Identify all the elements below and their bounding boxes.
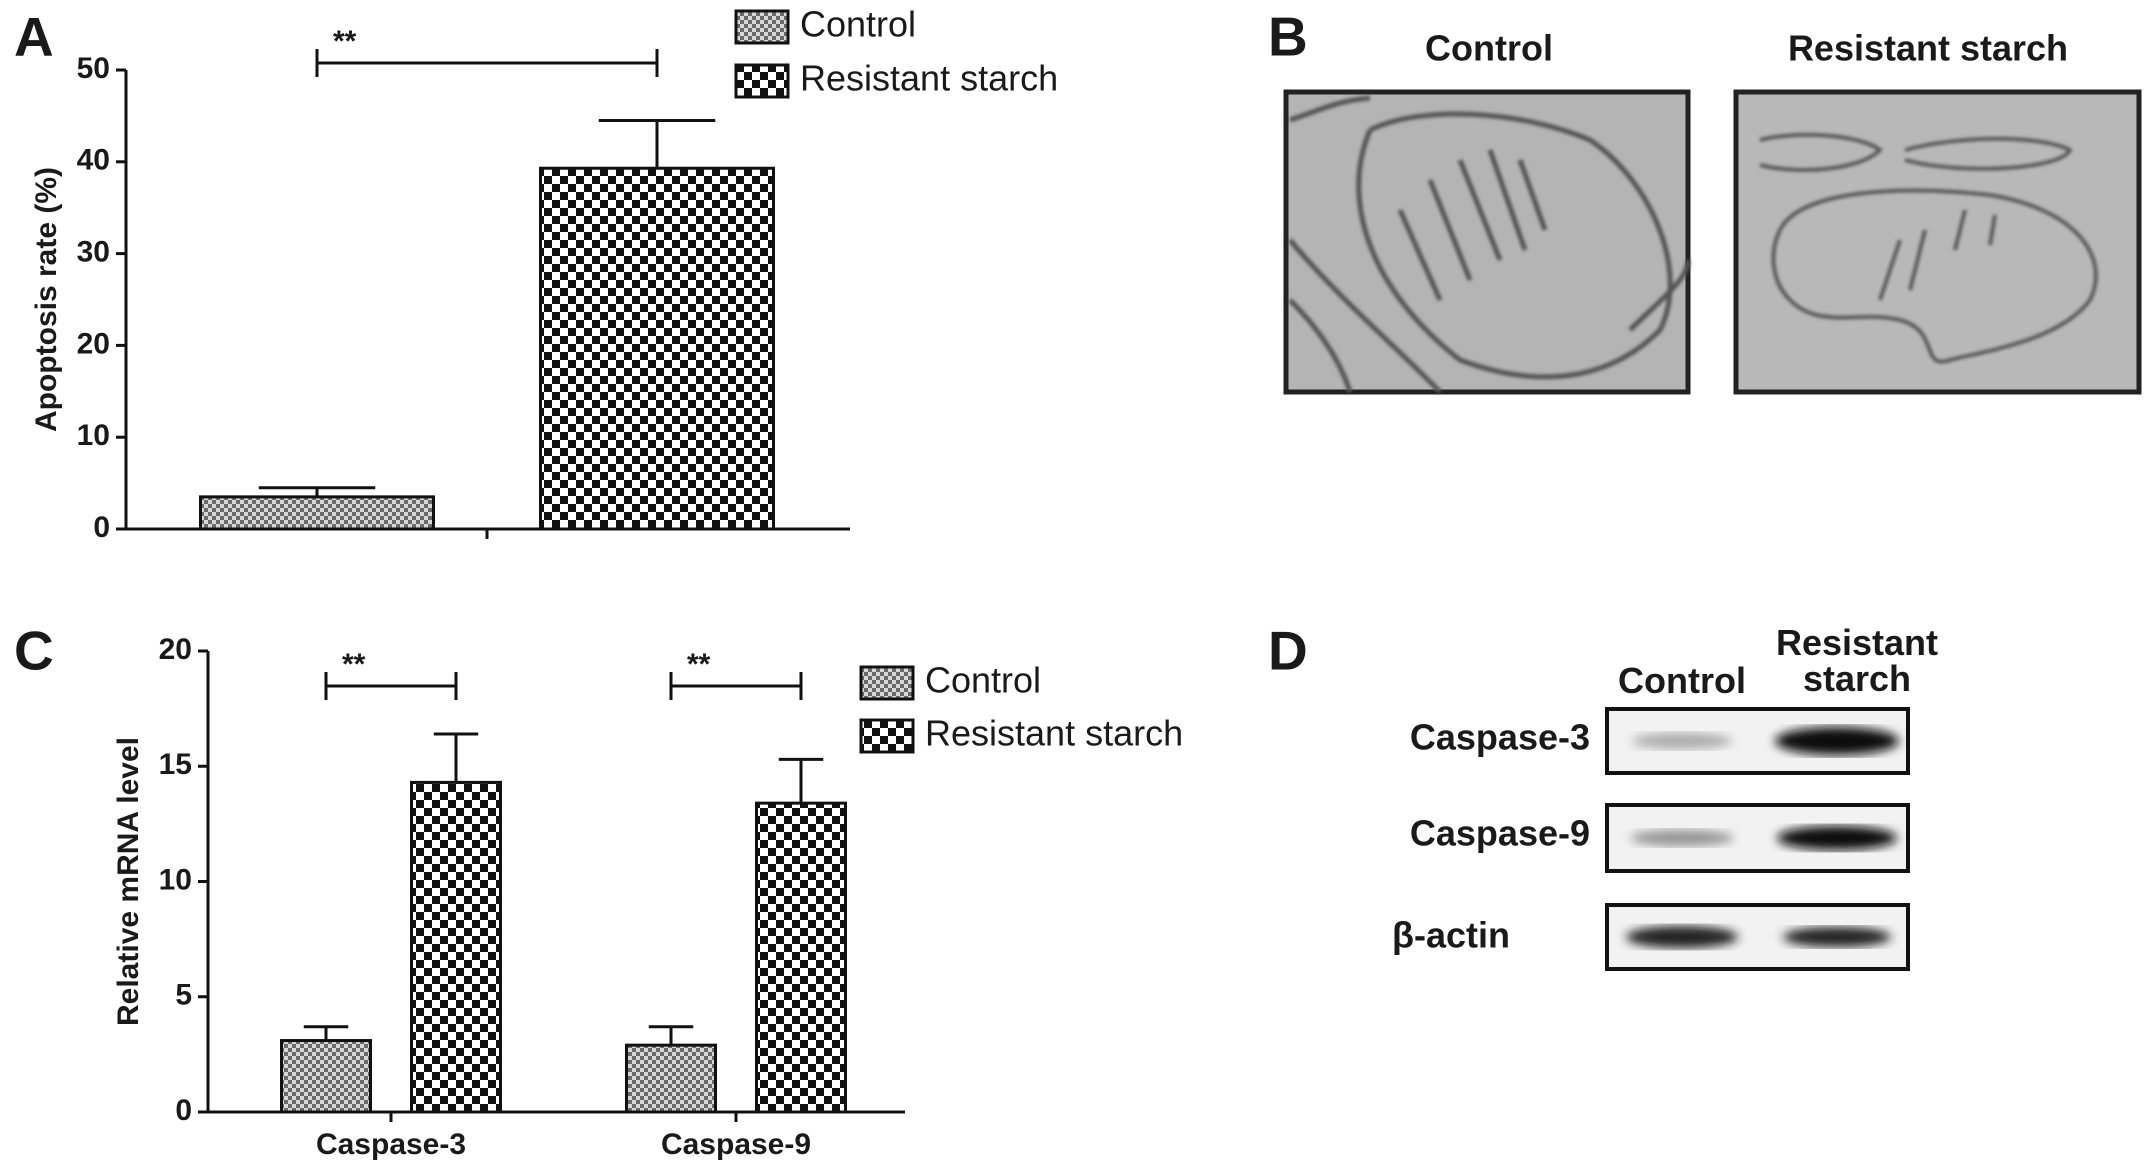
significance-label: ** xyxy=(342,648,366,681)
panel-label: A xyxy=(14,6,54,68)
bar xyxy=(755,801,847,1114)
tem-image xyxy=(1283,89,1691,395)
legend-label: Resistant starch xyxy=(800,58,1058,99)
panel-label: B xyxy=(1268,6,1308,68)
y-tick-label: 10 xyxy=(77,419,110,452)
legend-swatch xyxy=(734,63,790,99)
tem-image xyxy=(1733,89,2142,395)
bar xyxy=(625,1043,717,1114)
lane-label: Control xyxy=(1618,660,1746,701)
bar xyxy=(539,166,775,531)
blot xyxy=(1605,803,1910,873)
y-tick-label: 20 xyxy=(159,633,192,666)
blot-row-label: β-actin xyxy=(1392,915,1510,956)
x-tick-label: Caspase-9 xyxy=(661,1128,811,1161)
legend-swatch xyxy=(734,9,790,45)
y-tick-label: 30 xyxy=(77,236,110,269)
significance-label: ** xyxy=(687,648,711,681)
y-tick-label: 10 xyxy=(159,863,192,896)
y-tick-label: 20 xyxy=(77,327,110,360)
bar xyxy=(280,1039,372,1114)
y-tick-label: 40 xyxy=(77,144,110,177)
y-tick-label: 15 xyxy=(159,748,192,781)
bar xyxy=(410,780,502,1114)
blot-row-label: Caspase-9 xyxy=(1410,813,1590,854)
blot xyxy=(1605,707,1910,775)
legend-swatch xyxy=(859,718,915,754)
legend-label: Control xyxy=(925,660,1041,701)
significance-label: ** xyxy=(333,25,357,58)
panel-label: C xyxy=(14,620,54,682)
bar xyxy=(199,495,435,531)
y-axis-title: Apoptosis rate (%) xyxy=(30,167,63,432)
legend-label: Resistant starch xyxy=(925,713,1183,754)
y-tick-label: 5 xyxy=(175,979,192,1012)
legend-swatch xyxy=(859,665,915,701)
y-tick-label: 0 xyxy=(93,511,110,544)
legend-label: Control xyxy=(800,4,916,45)
panel-label: D xyxy=(1268,620,1308,682)
blot xyxy=(1605,903,1910,971)
y-tick-label: 50 xyxy=(77,52,110,85)
lane-label: Resistant starch xyxy=(1775,622,1939,699)
y-axis-title: Relative mRNA level xyxy=(112,737,145,1026)
image-title: Control xyxy=(1425,28,1553,69)
x-tick-label: Caspase-3 xyxy=(316,1128,466,1161)
y-tick-label: 0 xyxy=(175,1094,192,1127)
blot-row-label: Caspase-3 xyxy=(1410,717,1590,758)
image-title: Resistant starch xyxy=(1788,28,2068,69)
